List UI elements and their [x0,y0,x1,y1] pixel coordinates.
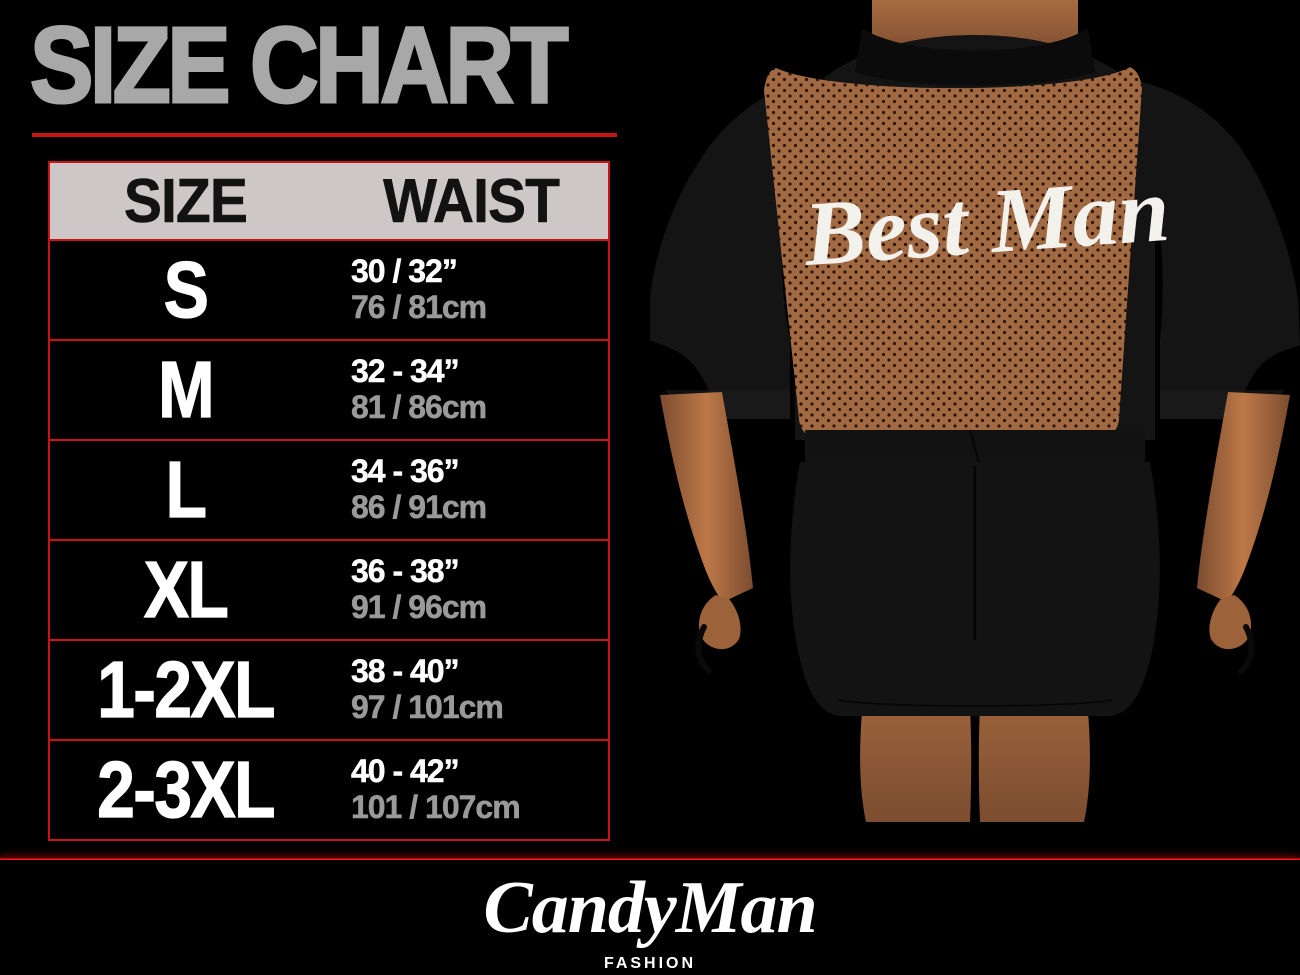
svg-text:CandyMan: CandyMan [483,867,816,949]
